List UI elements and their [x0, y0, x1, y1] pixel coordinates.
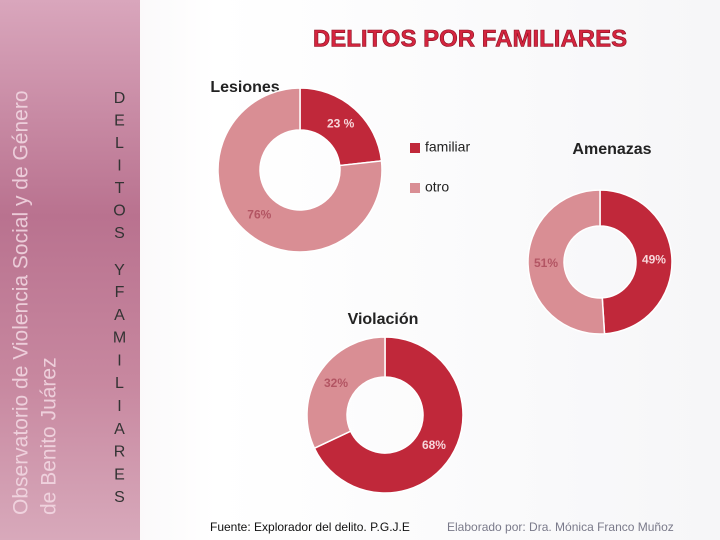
donut-segment — [313, 336, 464, 494]
donut-segment — [306, 336, 386, 450]
sidebar-word: DELITOS — [111, 90, 128, 248]
chart-title: Lesiones — [210, 79, 279, 96]
value-label: 51% — [534, 256, 558, 270]
chart-title: Violación — [348, 311, 419, 328]
footer-source: Fuente: Explorador del delito. P.G.J.E — [210, 520, 410, 534]
footer-author: Elaborado por: Dra. Mónica Franco Muñoz — [447, 520, 674, 534]
legend-swatch — [410, 183, 420, 193]
donut-segment — [527, 189, 606, 335]
page-title: DELITOS POR FAMILIARES — [313, 25, 627, 52]
watermark: de Benito Juárez — [38, 357, 61, 515]
sidebar-word: FAMILIARES — [111, 284, 128, 512]
value-label: 76% — [247, 208, 271, 222]
value-label: 23 % — [327, 117, 355, 131]
value-label: 32% — [324, 376, 348, 390]
sidebar-image — [0, 0, 140, 540]
donut-segment — [217, 87, 383, 253]
value-label: 49% — [642, 252, 666, 266]
legend-swatch — [410, 143, 420, 153]
sidebar-word: Y — [111, 262, 128, 279]
chart-title: Amenazas — [572, 141, 651, 158]
value-label: 68% — [422, 438, 446, 452]
legend-label: otro — [425, 179, 449, 195]
donut-segment — [599, 189, 673, 335]
watermark: Observatorio de Violencia Social y de Gé… — [10, 90, 33, 515]
legend-label: familiar — [425, 139, 470, 155]
